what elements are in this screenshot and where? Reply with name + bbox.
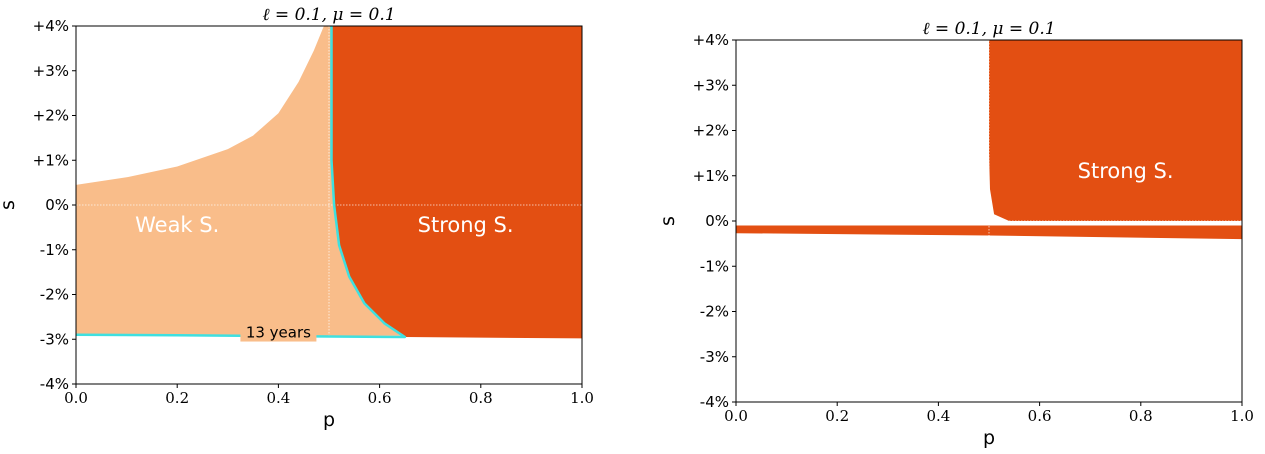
y-tick-label: -2%	[40, 286, 69, 304]
x-tick-label: 0.6	[368, 389, 392, 407]
y-tick-label: -4%	[700, 393, 729, 411]
y-tick-label: -1%	[700, 257, 729, 275]
y-tick-label: -3%	[40, 330, 69, 348]
y-tick-label: +4%	[33, 17, 69, 35]
y-tick-label: 0%	[705, 212, 729, 230]
chart-title: ℓ = 0.1, μ = 0.1	[262, 5, 395, 25]
x-axis-label: p	[983, 427, 995, 449]
region-strong-s	[331, 26, 582, 339]
x-axis-label: p	[323, 409, 335, 431]
region-strong-s	[989, 40, 1242, 221]
y-tick-label: +3%	[693, 76, 729, 94]
contour-label: 13 years	[246, 324, 311, 342]
y-tick-label: +1%	[693, 167, 729, 185]
contour-label-background	[240, 323, 317, 342]
x-tick-label: 1.0	[570, 389, 594, 407]
y-tick-label: -2%	[700, 303, 729, 321]
y-tick-label: -4%	[40, 375, 69, 393]
region-weak-s	[76, 26, 405, 337]
y-tick-label: -3%	[700, 348, 729, 366]
y-tick-label: -1%	[40, 241, 69, 259]
y-tick-label: +2%	[693, 122, 729, 140]
y-tick-label: 0%	[45, 196, 69, 214]
y-tick-label: +3%	[33, 62, 69, 80]
x-tick-label: 0.8	[469, 389, 493, 407]
x-tick-label: 0.0	[724, 407, 748, 425]
y-tick-label: +4%	[693, 31, 729, 49]
region-label-weak: Weak S.	[135, 213, 219, 237]
y-axis-label: s	[657, 216, 679, 226]
region-label-strong: Strong S.	[418, 213, 514, 237]
region-label-strong: Strong S.	[1078, 159, 1174, 183]
x-tick-label: 0.8	[1129, 407, 1153, 425]
chart-left: +4% +3% +2% +1% 0% -1% -2% -3% -4% 0.0 0.2 0.4 0.6 0…	[0, 5, 594, 431]
y-tick-label: +1%	[33, 151, 69, 169]
x-tick-label: 0.4	[266, 389, 290, 407]
y-axis-label: s	[0, 200, 19, 210]
x-tick-label: 0.2	[165, 389, 189, 407]
chart-title: ℓ = 0.1, μ = 0.1	[922, 19, 1055, 39]
chart-right: +4% +3% +2% +1% 0% -1% -2% -3% -4% 0.0 0.2 0.4 0.6 0…	[657, 19, 1254, 449]
x-tick-label: 1.0	[1230, 407, 1254, 425]
x-tick-label: 0.2	[825, 407, 849, 425]
y-tick-label: +2%	[33, 107, 69, 125]
x-tick-label: 0.4	[926, 407, 950, 425]
x-tick-label: 0.0	[64, 389, 88, 407]
x-tick-label: 0.6	[1028, 407, 1052, 425]
